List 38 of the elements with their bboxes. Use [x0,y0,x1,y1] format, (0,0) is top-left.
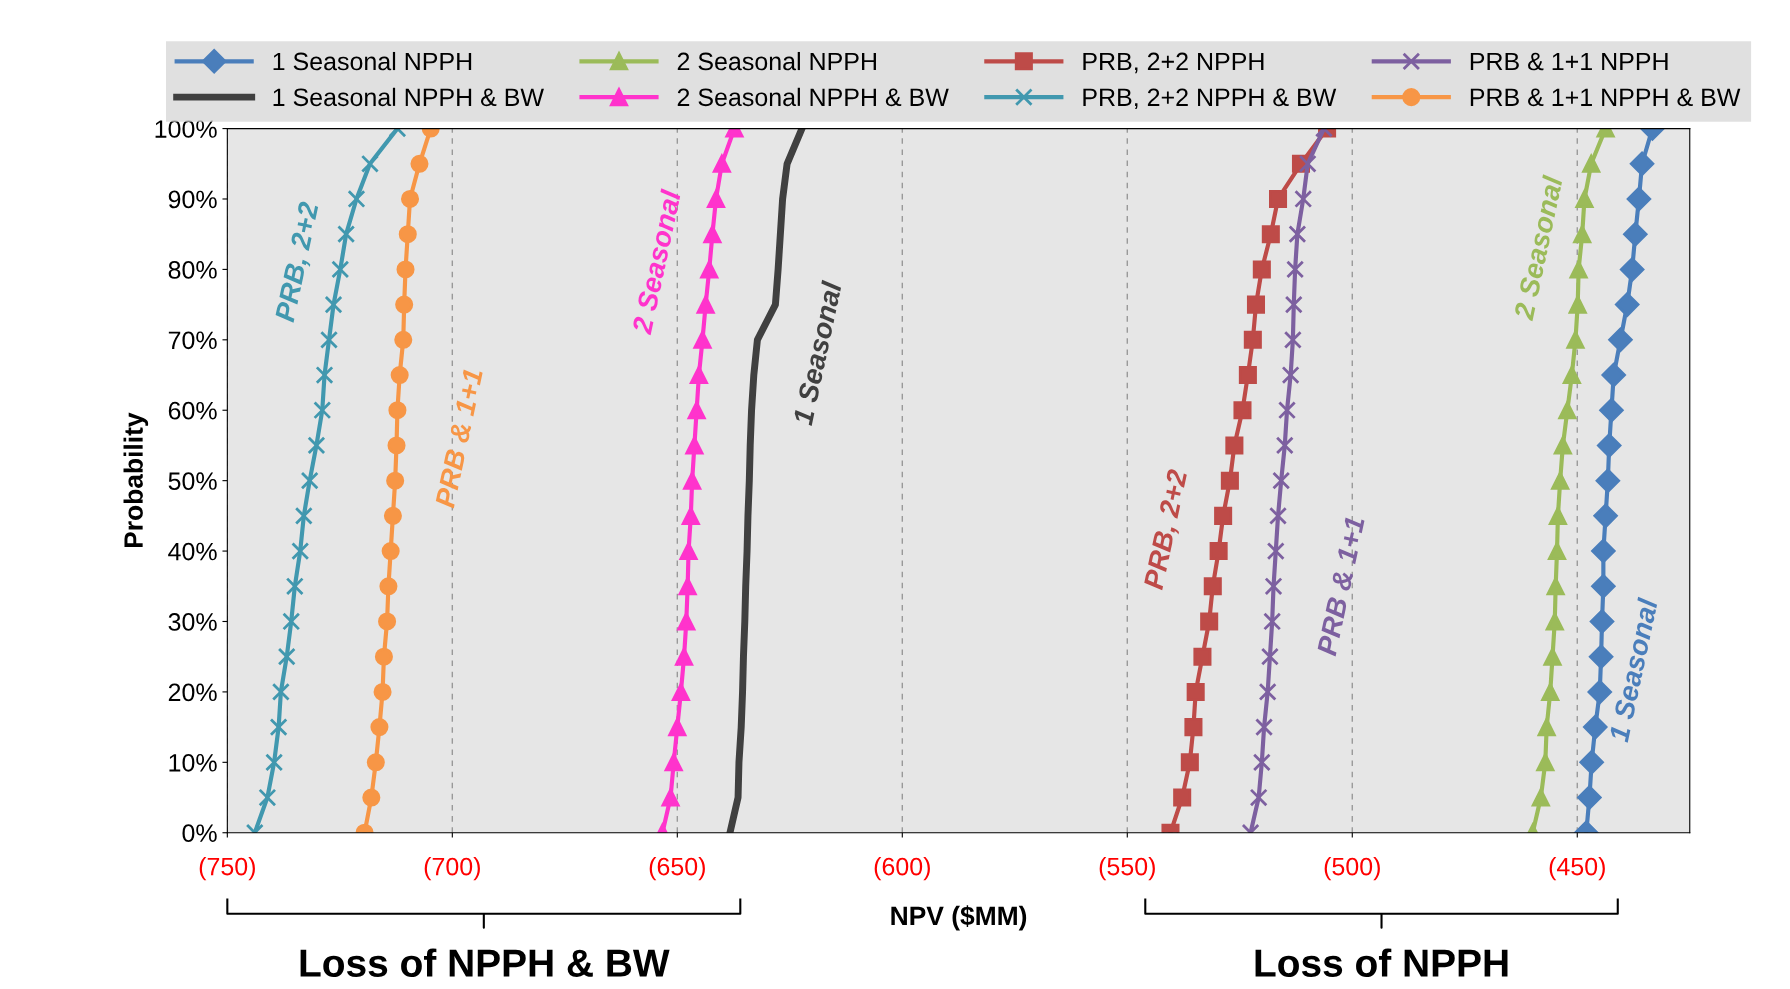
x-tick-label: (750) [199,857,255,881]
text: Loss of NPPH & BW [300,948,670,977]
annotation: PRB & 1+1 [1316,516,1365,657]
annotation: PRB, 2+2 [1143,468,1192,592]
annotation: PRB, 2+2 [274,200,323,324]
y-tick-label: 80% [168,261,217,279]
annotation: 2 Seasonal [630,188,682,336]
x-tick-label: (700) [424,857,480,881]
legend-label: PRB, 2+2 NPPH [1083,52,1264,74]
x-tick-label: (650) [649,857,705,881]
y-axis-title: Probability [123,412,149,548]
legend-label: 2 Seasonal NPPH & BW [677,87,949,107]
legend-label: PRB & 1+1 NPPH [1470,52,1668,71]
y-tick-label: 0% [182,824,217,843]
legend-label: PRB & 1+1 NPPH & BW [1470,88,1741,107]
y-tick-label: 100% [155,120,217,138]
y-tick-label: 90% [168,190,217,209]
text: Loss of NPPH [1255,948,1508,977]
x-tick-label: (600) [874,857,930,881]
annotation: 1 Seasonal [791,279,843,426]
legend-label: 1 Seasonal NPPH & BW [273,87,544,107]
annotation: 2 Seasonal [1512,174,1564,322]
annotation: PRB & 1+1 [434,368,483,509]
x-tick-label: (500) [1324,857,1380,881]
annotation: 1 Seasonal [1607,596,1659,743]
y-tick-label: 30% [168,613,217,631]
legend-label: PRB, 2+2 NPPH & BW [1083,88,1337,110]
y-tick-label: 70% [168,331,217,350]
legend-label: 1 Seasonal NPPH [273,51,472,71]
x-axis-title: NPV ($MM) [891,905,1027,931]
y-tick-label: 10% [169,753,217,772]
y-tick-label: 40% [168,542,217,561]
x-tick-label: (550) [1099,857,1155,881]
y-tick-label: 60% [168,401,217,420]
legend-label: 2 Seasonal NPPH [677,51,876,71]
y-tick-label: 50% [168,472,217,490]
x-tick-label: (450) [1549,857,1605,881]
y-tick-label: 20% [168,683,217,702]
